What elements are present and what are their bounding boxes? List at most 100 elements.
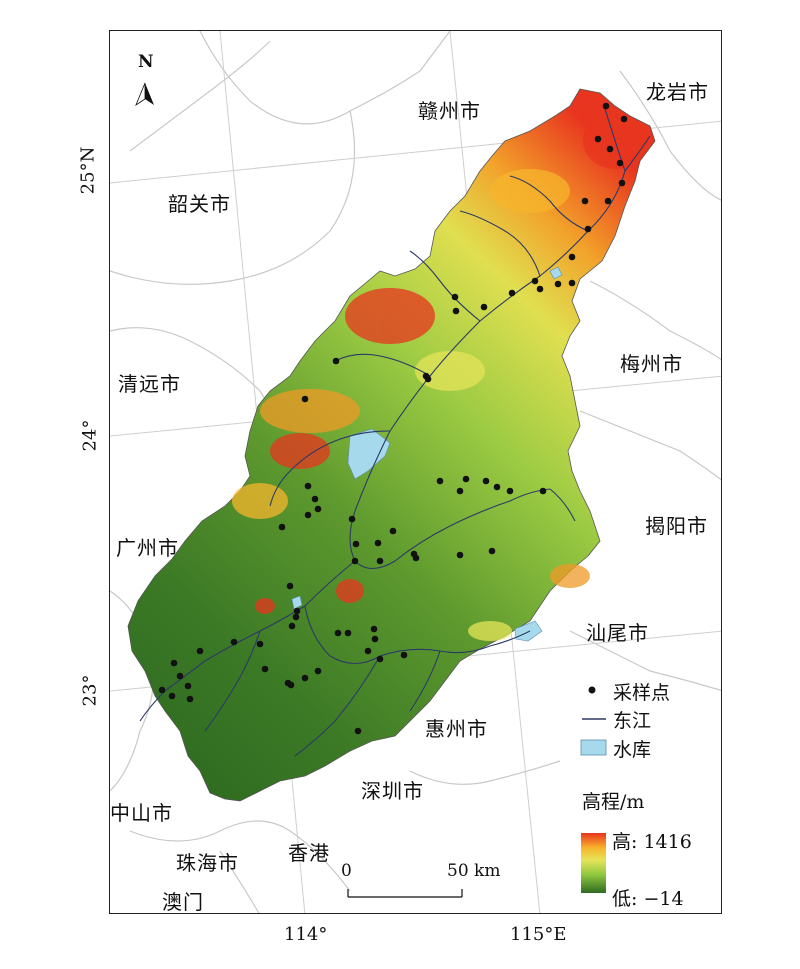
sample-point <box>311 495 319 503</box>
sample-point <box>506 487 514 495</box>
sample-point <box>604 197 612 205</box>
sample-point <box>410 550 418 558</box>
sample-point <box>536 285 544 293</box>
sample-point <box>351 557 359 565</box>
legend-river-label: 东江 <box>613 710 652 732</box>
sample-point <box>184 682 192 690</box>
sample-point <box>480 303 488 311</box>
sample-point <box>568 279 576 287</box>
sample-point <box>389 527 397 535</box>
lon-label-115: 115°E <box>510 924 567 945</box>
city-label-hongkong: 香港 <box>288 841 330 865</box>
legend-elevation-ramp <box>581 833 606 893</box>
sample-point <box>352 540 360 548</box>
legend-markers <box>580 686 607 893</box>
sample-point <box>292 613 300 621</box>
sample-point <box>493 483 501 491</box>
sample-point <box>531 277 539 285</box>
city-label-shenzhen: 深圳市 <box>361 779 424 803</box>
sample-point <box>584 225 592 233</box>
sample-point <box>354 727 362 735</box>
scale-bar-start-label: 0 <box>341 861 352 881</box>
sample-point <box>301 395 309 403</box>
sample-point <box>314 667 322 675</box>
sample-point <box>176 672 184 680</box>
sample-point <box>370 625 378 633</box>
highland-zones <box>232 113 647 641</box>
city-label-guangzhou: 广州市 <box>116 536 179 560</box>
city-label-zhuhai: 珠海市 <box>176 851 239 875</box>
sample-point <box>286 582 294 590</box>
sample-point <box>456 487 464 495</box>
city-label-shaoguan: 韶关市 <box>168 192 231 216</box>
north-arrow-icon <box>135 82 154 107</box>
sample-point <box>256 640 264 648</box>
sample-point <box>456 551 464 559</box>
sample-point <box>168 692 176 700</box>
sample-point <box>344 629 352 637</box>
lat-label-24: 24° <box>79 419 101 452</box>
scale-bar <box>347 889 463 898</box>
lon-label-114: 114° <box>284 924 328 945</box>
sample-point <box>539 487 547 495</box>
sample-point <box>301 674 309 682</box>
sample-point <box>314 505 322 513</box>
scale-bar-end-label: 50 km <box>447 861 501 881</box>
sample-point <box>581 197 589 205</box>
legend-elevation-low: 低: −14 <box>612 888 684 910</box>
sample-point <box>616 159 624 167</box>
sample-point <box>374 539 382 547</box>
sample-point <box>594 135 602 143</box>
city-label-shanwei: 汕尾市 <box>586 621 649 645</box>
sample-point <box>488 547 496 555</box>
sample-point <box>452 307 460 315</box>
sample-point <box>482 477 490 485</box>
sample-point <box>424 375 432 383</box>
sample-point <box>462 475 470 483</box>
sample-point <box>376 655 384 663</box>
sample-point <box>508 289 516 297</box>
lat-label-25: 25°N <box>77 146 99 195</box>
legend-elevation-high: 高: 1416 <box>612 831 692 853</box>
city-label-longyan: 龙岩市 <box>646 80 709 104</box>
city-label-macau: 澳门 <box>162 890 204 914</box>
sample-point <box>304 511 312 519</box>
basin-area <box>127 88 656 802</box>
sample-point <box>371 635 379 643</box>
legend-reservoir-icon <box>580 739 607 756</box>
sample-point <box>400 651 408 659</box>
reservoirs <box>291 266 563 642</box>
sample-point <box>261 665 269 673</box>
sample-point <box>287 681 295 689</box>
legend-reservoir-label: 水库 <box>613 739 652 761</box>
city-label-meizhou: 梅州市 <box>620 352 683 376</box>
city-label-ganzhou: 赣州市 <box>418 99 481 123</box>
legend-sample-points-label: 采样点 <box>613 682 671 704</box>
sample-point <box>348 515 356 523</box>
sample-point <box>332 357 340 365</box>
map-canvas <box>110 31 721 913</box>
sample-point <box>602 102 610 110</box>
sample-point <box>158 686 166 694</box>
sample-point <box>451 293 459 301</box>
legend-elevation-title: 高程/m <box>582 791 645 813</box>
sample-point <box>436 477 444 485</box>
sample-point <box>186 695 194 703</box>
sample-point <box>293 607 301 615</box>
sample-point <box>618 179 626 187</box>
sample-point <box>334 629 342 637</box>
sample-point <box>170 659 178 667</box>
city-label-jieyang: 揭阳市 <box>645 514 708 538</box>
city-label-qingyuan: 清远市 <box>118 372 181 396</box>
sample-point <box>554 280 562 288</box>
sample-points <box>158 102 628 735</box>
lat-label-23: 23° <box>79 674 101 707</box>
sample-point <box>230 638 238 646</box>
city-label-zhongshan: 中山市 <box>110 801 173 825</box>
sample-point <box>568 253 576 261</box>
north-label: N <box>138 52 155 72</box>
sample-point <box>364 647 372 655</box>
sample-point <box>620 115 628 123</box>
sample-point <box>606 145 614 153</box>
sample-point <box>278 523 286 531</box>
